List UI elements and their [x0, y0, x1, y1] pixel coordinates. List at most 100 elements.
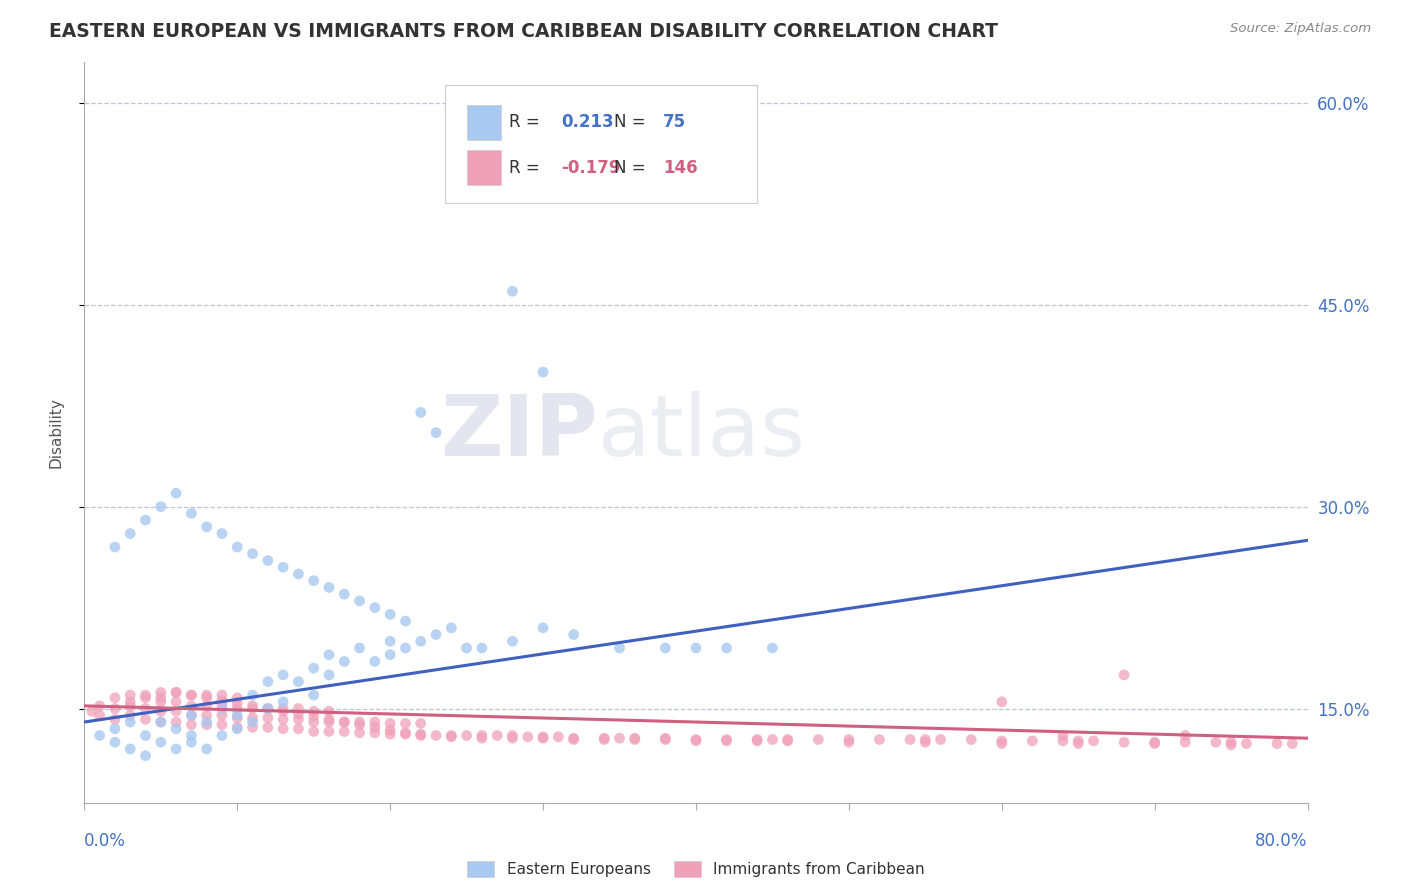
Point: [349, 726, 371, 740]
Point: [287, 701, 309, 715]
Point: [409, 729, 432, 743]
Point: [302, 724, 325, 739]
Point: [302, 714, 325, 729]
Point: [349, 640, 371, 655]
Point: [271, 722, 294, 736]
Point: [471, 729, 494, 743]
Point: [165, 685, 187, 699]
Point: [440, 621, 463, 635]
Text: 146: 146: [664, 159, 697, 177]
Point: [180, 708, 202, 723]
Point: [120, 708, 142, 723]
Point: [1143, 735, 1166, 749]
Text: -0.179: -0.179: [561, 159, 621, 177]
Point: [195, 714, 218, 729]
Point: [104, 690, 127, 705]
Point: [456, 640, 478, 655]
Point: [1067, 737, 1090, 751]
Point: [180, 735, 202, 749]
Point: [211, 688, 233, 702]
Point: [364, 714, 387, 729]
Point: [318, 648, 340, 662]
Point: [318, 704, 340, 718]
Point: [531, 731, 554, 746]
Point: [1220, 738, 1243, 752]
Point: [242, 688, 264, 702]
Point: [562, 732, 585, 747]
FancyBboxPatch shape: [467, 104, 502, 140]
Text: R =: R =: [509, 113, 544, 131]
Point: [1281, 737, 1303, 751]
Point: [271, 704, 294, 718]
Point: [394, 727, 416, 741]
Point: [180, 688, 202, 702]
Point: [471, 640, 494, 655]
Point: [149, 704, 172, 718]
Point: [104, 735, 127, 749]
Point: [409, 405, 432, 419]
Point: [120, 714, 142, 729]
Point: [195, 717, 218, 731]
Point: [135, 513, 157, 527]
Point: [302, 709, 325, 723]
Point: [195, 520, 218, 534]
Point: [226, 722, 249, 736]
Point: [624, 731, 647, 746]
Point: [165, 695, 187, 709]
Text: 80.0%: 80.0%: [1256, 832, 1308, 850]
Point: [89, 708, 111, 723]
Point: [271, 668, 294, 682]
Point: [165, 722, 187, 736]
Point: [318, 724, 340, 739]
Point: [149, 500, 172, 514]
Point: [226, 708, 249, 723]
Text: Source: ZipAtlas.com: Source: ZipAtlas.com: [1230, 22, 1371, 36]
Point: [593, 732, 616, 747]
Point: [149, 714, 172, 729]
Point: [333, 587, 356, 601]
Point: [318, 712, 340, 726]
Point: [609, 731, 631, 746]
Point: [685, 640, 707, 655]
Point: [271, 712, 294, 726]
Point: [195, 698, 218, 713]
Point: [271, 701, 294, 715]
Point: [165, 486, 187, 500]
Y-axis label: Disability: Disability: [49, 397, 63, 468]
Text: N =: N =: [614, 113, 651, 131]
Point: [165, 704, 187, 718]
Point: [654, 732, 676, 747]
Point: [1236, 737, 1258, 751]
Text: N =: N =: [614, 159, 651, 177]
Point: [135, 688, 157, 702]
Point: [1021, 734, 1043, 748]
Point: [257, 553, 280, 567]
Point: [502, 731, 524, 746]
Point: [180, 717, 202, 731]
Point: [257, 711, 280, 725]
Point: [869, 732, 891, 747]
Point: [531, 621, 554, 635]
Point: [1220, 735, 1243, 749]
Point: [211, 526, 233, 541]
Point: [120, 742, 142, 756]
Point: [531, 365, 554, 379]
Point: [440, 730, 463, 744]
Point: [287, 706, 309, 721]
Point: [135, 712, 157, 726]
Point: [1265, 737, 1288, 751]
Point: [302, 704, 325, 718]
Point: [380, 716, 402, 731]
Point: [165, 714, 187, 729]
Point: [394, 726, 416, 740]
Point: [609, 190, 631, 204]
Point: [149, 690, 172, 705]
Point: [747, 734, 769, 748]
Point: [349, 714, 371, 729]
Point: [226, 696, 249, 710]
Point: [135, 748, 157, 763]
Point: [180, 507, 202, 521]
Point: [394, 614, 416, 628]
Point: [257, 701, 280, 715]
Point: [776, 734, 799, 748]
